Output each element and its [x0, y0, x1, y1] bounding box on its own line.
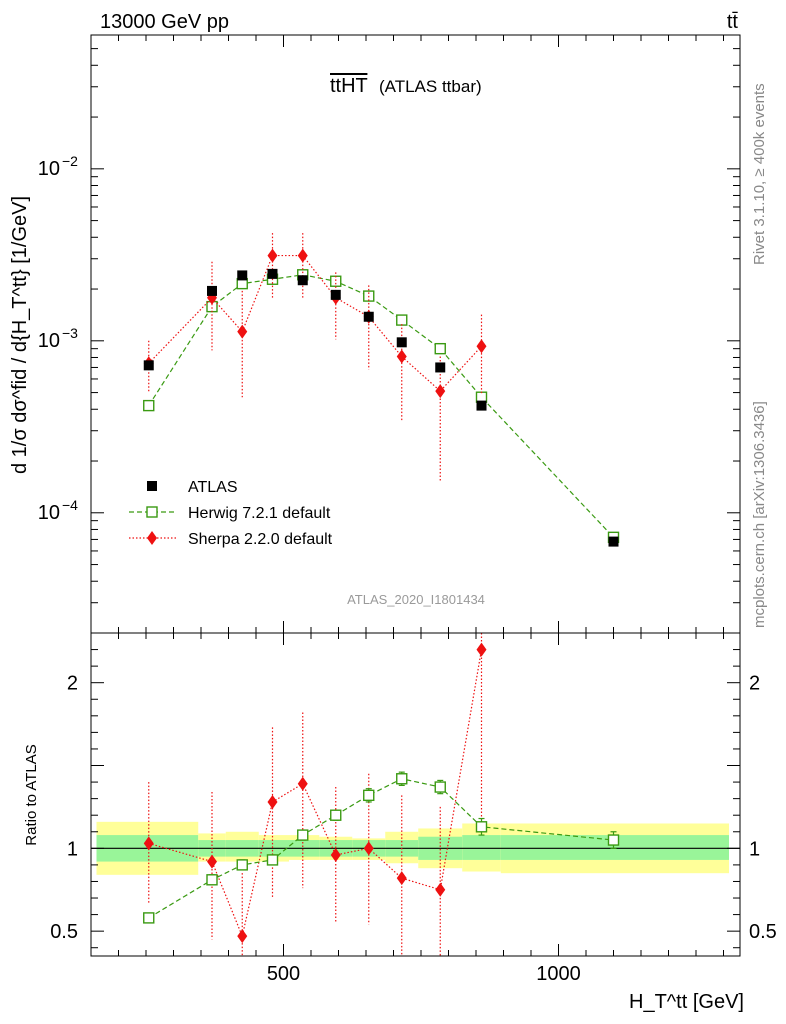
atlas-data-point: [297, 275, 308, 286]
sherpa-data-point: [435, 384, 446, 399]
legend-sherpa-marker: [147, 531, 157, 545]
sherpa-data-point: [396, 871, 407, 886]
main-panel: 10−410−310−2 ttHT (ATLAS ttbar) d 1/σ dσ…: [9, 34, 741, 634]
herwig-data-point: [143, 912, 155, 924]
ratio-y-tick-label-right: 0.5: [749, 921, 777, 943]
herwig-data-point: [143, 399, 155, 412]
y-tick-label: 10: [38, 502, 60, 524]
herwig-data-point: [434, 781, 446, 793]
sherpa-data-point: [297, 248, 308, 263]
atlas-data-point: [267, 268, 278, 279]
side-mcplots-label: mcplots.cern.ch [arXiv:1306.3436]: [751, 401, 768, 628]
main-y-axis-label: d 1/σ dσ^fid / d{H_T^tt} [1/GeV]: [9, 196, 31, 474]
sherpa-data-point: [237, 929, 248, 944]
sherpa-data-point: [435, 882, 446, 897]
herwig-data-point: [330, 809, 342, 821]
legend-sherpa-label: Sherpa 2.2.0 default: [188, 531, 333, 548]
herwig-data-point: [434, 342, 446, 355]
y-tick-label-exp: −3: [62, 325, 78, 341]
atlas-data-point: [207, 285, 217, 296]
sherpa-data-point: [297, 776, 308, 791]
herwig-data-point: [330, 275, 342, 287]
side-rivet-label: Rivet 3.1.10, ≥ 400k events: [751, 83, 768, 265]
sherpa-data-point: [476, 642, 487, 657]
y-tick-label-exp: −2: [62, 153, 78, 169]
atlas-data-point: [396, 337, 407, 348]
header-energy-label: 13000 GeV pp: [100, 11, 229, 33]
herwig-data-point: [266, 854, 279, 866]
sherpa-data-point: [143, 836, 154, 851]
analysis-tag: ATLAS_2020_I1801434: [347, 592, 485, 607]
legend-atlas-label: ATLAS: [188, 479, 238, 496]
plot-title-main: ttHT: [330, 75, 368, 97]
x-axis-label: H_T^tt [GeV]: [629, 991, 744, 1013]
plot-title: ttHT (ATLAS ttbar): [330, 75, 482, 97]
ratio-y-tick-label: 2: [67, 673, 78, 695]
atlas-data-point: [237, 270, 248, 281]
legend-herwig-label: Herwig 7.2.1 default: [188, 505, 331, 522]
sherpa-data-point: [207, 854, 217, 869]
herwig-data-point: [363, 789, 375, 802]
y-tick-label-exp: −4: [62, 497, 78, 513]
legend-atlas-marker: [147, 481, 157, 491]
header-process-label: tt̄: [727, 11, 739, 33]
x-tick-label: 1000: [536, 963, 581, 985]
sherpa-data-point: [363, 841, 374, 856]
herwig-data-point: [396, 773, 408, 785]
y-tick-label: 10: [38, 330, 60, 352]
sherpa-data-point: [476, 339, 487, 354]
uncertainty-band-inner: [462, 835, 501, 860]
atlas-data-point: [608, 536, 619, 547]
ratio-y-tick-label-right: 1: [749, 838, 760, 860]
series-line: [148, 778, 614, 919]
ratio-plot-frame: [90, 632, 741, 957]
series-line: [148, 254, 482, 392]
herwig-data-point: [236, 859, 248, 871]
legend: ATLAS Herwig 7.2.1 default Sherpa 2.2.0 …: [129, 479, 333, 548]
atlas-data-point: [476, 400, 487, 411]
y-tick-label: 10: [38, 158, 60, 180]
atlas-data-point: [143, 360, 154, 371]
plot-title-sub: (ATLAS ttbar): [379, 77, 482, 96]
atlas-data-point: [330, 289, 341, 300]
ratio-y-axis-label: Ratio to ATLAS: [23, 744, 40, 845]
x-tick-label: 500: [267, 963, 300, 985]
atlas-data-point: [363, 311, 374, 322]
ratio-y-tick-label: 1: [67, 838, 78, 860]
series-line: [148, 274, 614, 538]
sherpa-data-point: [396, 349, 407, 364]
sherpa-data-point: [237, 324, 248, 339]
sherpa-data-point: [267, 248, 278, 263]
herwig-data-point: [206, 874, 218, 886]
legend-herwig-marker: [146, 506, 158, 518]
sherpa-data-point: [267, 794, 278, 809]
atlas-data-point: [435, 362, 446, 373]
ratio-y-tick-label-right: 2: [749, 673, 760, 695]
series-line: [148, 649, 483, 939]
herwig-data-point: [607, 834, 620, 846]
herwig-data-point: [396, 314, 408, 326]
herwig-data-point: [475, 821, 488, 833]
herwig-data-point: [297, 829, 309, 841]
ratio-y-tick-label: 0.5: [50, 921, 78, 943]
sherpa-data-point: [330, 847, 341, 862]
ratio-panel: 0.5 0.5 1 1 2 2 500 1000 Ratio to ATLAS H_T^tt…: [23, 632, 777, 1013]
